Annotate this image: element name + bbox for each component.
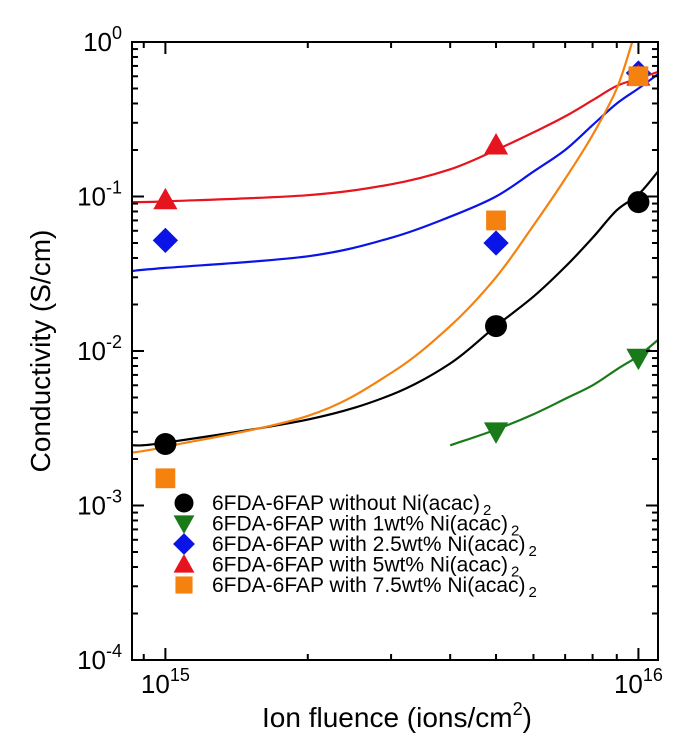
- data-point-5wt: [153, 187, 178, 210]
- x-tick-label: 1016: [614, 665, 663, 699]
- axis-ticks: [132, 41, 658, 661]
- data-point-1wt: [626, 348, 651, 371]
- x-tick-label: 1015: [141, 665, 190, 699]
- legend-marker-2-5wt: [173, 533, 195, 555]
- data-point-without: [485, 315, 508, 338]
- legend-marker-5wt: [173, 554, 195, 573]
- legend-marker-7-5wt: [175, 576, 193, 594]
- data-point-5wt: [483, 133, 509, 155]
- fit-curve-7-5wt: [132, 42, 634, 454]
- y-tick-label: 10-4: [77, 641, 122, 675]
- x-axis-title-tail: ): [523, 702, 532, 733]
- legend-label-2-5wt: 6FDA-6FAP with 2.5wt% Ni(acac) 2: [212, 533, 537, 560]
- data-point-2-5wt: [152, 227, 179, 254]
- fit-curve-2-5wt: [132, 73, 658, 272]
- data-points: [152, 60, 652, 489]
- tick-labels: 100 10-1 10-2 10-3 10-4 1015 1016: [77, 23, 663, 699]
- data-point-without: [627, 191, 650, 214]
- x-axis-title: Ion fluence (ions/cm2): [262, 699, 532, 733]
- data-point-without: [154, 433, 177, 456]
- x-axis-title-sup: 2: [513, 699, 523, 719]
- legend-marker-without: [174, 493, 194, 513]
- data-point-7-5wt: [486, 210, 506, 231]
- y-axis-title: Conductivity (S/cm): [25, 230, 56, 473]
- data-point-2-5wt: [483, 230, 509, 256]
- y-tick-label: 10-3: [77, 487, 122, 521]
- y-tick-label: 10-2: [77, 332, 122, 366]
- y-tick-label: 10-1: [77, 178, 122, 212]
- data-point-7-5wt: [155, 468, 176, 489]
- legend-label-1wt: 6FDA-6FAP with 1wt% Ni(acac) 2: [212, 513, 519, 540]
- y-tick-label: 100: [83, 23, 122, 57]
- data-point-1wt: [483, 422, 509, 444]
- x-axis-title-main: Ion fluence (ions/cm: [262, 702, 513, 733]
- legend-label-5wt: 6FDA-6FAP with 5wt% Ni(acac) 2: [212, 554, 519, 581]
- data-point-7-5wt: [628, 66, 649, 87]
- legend-marker-1wt: [173, 515, 195, 534]
- legend-label-without: 6FDA-6FAP without Ni(acac) 2: [212, 492, 491, 519]
- legend-label-7-5wt: 6FDA-6FAP with 7.5wt% Ni(acac) 2: [212, 574, 537, 601]
